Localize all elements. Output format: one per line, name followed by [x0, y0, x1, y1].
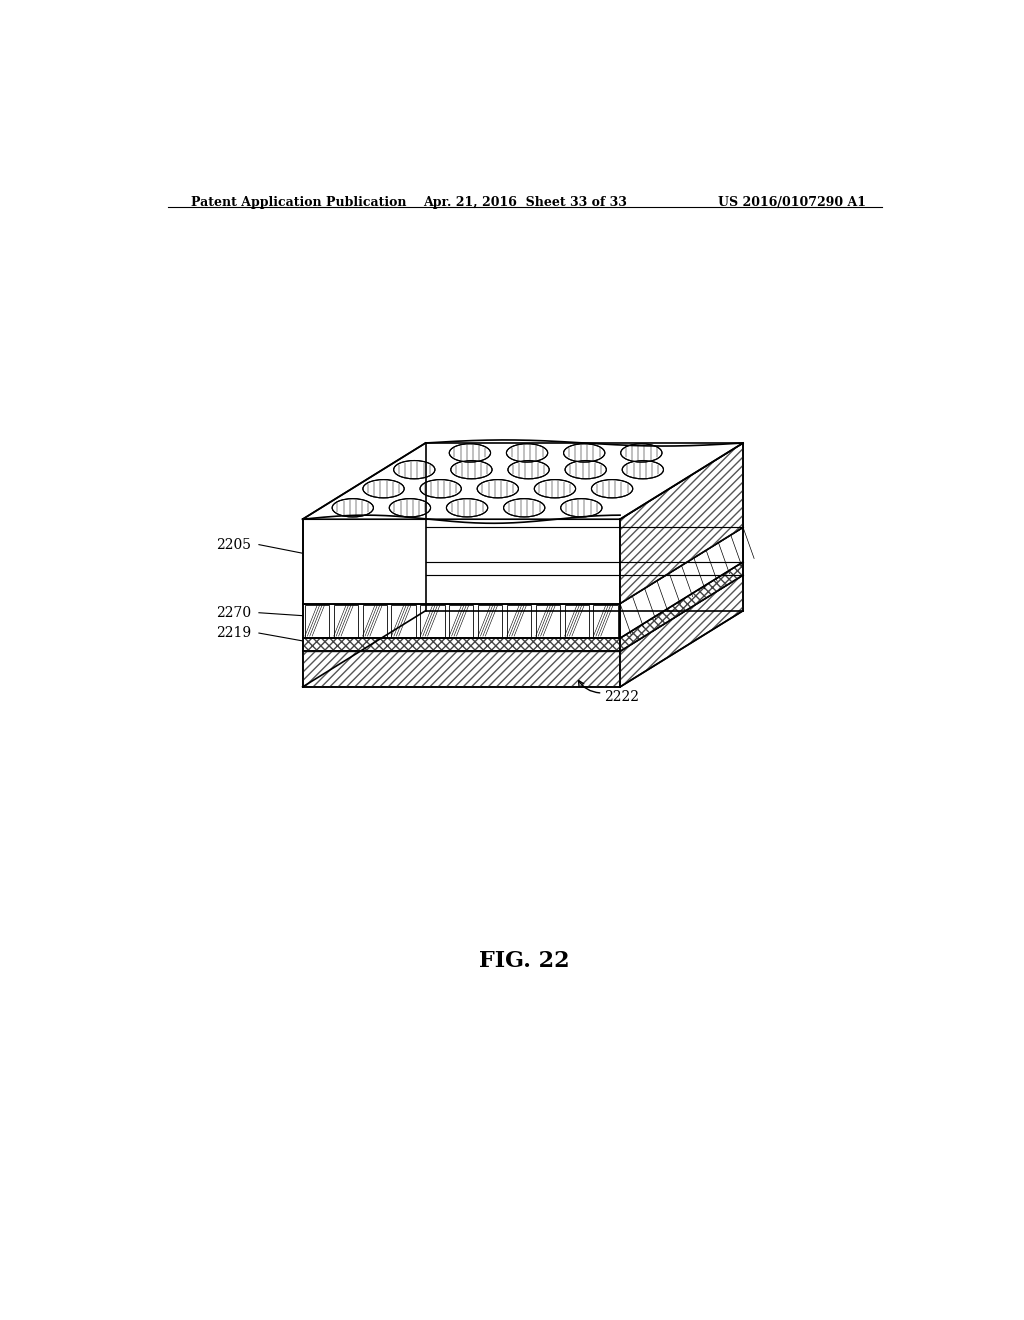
Ellipse shape	[508, 461, 549, 479]
Ellipse shape	[623, 461, 664, 479]
Ellipse shape	[477, 479, 518, 498]
Ellipse shape	[561, 499, 602, 517]
Bar	[450, 605, 473, 638]
Ellipse shape	[592, 479, 633, 498]
Ellipse shape	[507, 444, 548, 462]
Ellipse shape	[446, 499, 487, 517]
Ellipse shape	[563, 444, 605, 462]
Bar	[536, 605, 560, 638]
Bar	[391, 605, 416, 638]
Text: US 2016/0107290 A1: US 2016/0107290 A1	[718, 195, 866, 209]
Text: 2232: 2232	[400, 475, 435, 488]
Ellipse shape	[389, 499, 430, 517]
Polygon shape	[303, 651, 620, 686]
Polygon shape	[303, 638, 620, 651]
Bar	[507, 605, 531, 638]
Ellipse shape	[450, 444, 490, 462]
Polygon shape	[620, 528, 743, 638]
Ellipse shape	[565, 461, 606, 479]
Polygon shape	[303, 444, 743, 519]
Text: 2210: 2210	[620, 444, 655, 458]
Ellipse shape	[621, 444, 662, 462]
Bar	[594, 605, 617, 638]
Ellipse shape	[420, 479, 461, 498]
Text: 2212: 2212	[691, 457, 727, 470]
Ellipse shape	[504, 499, 545, 517]
Ellipse shape	[332, 499, 374, 517]
Text: Apr. 21, 2016  Sheet 33 of 33: Apr. 21, 2016 Sheet 33 of 33	[423, 195, 627, 209]
Ellipse shape	[535, 479, 575, 498]
Bar	[420, 605, 444, 638]
Text: 2200: 2200	[450, 446, 484, 461]
Text: FIG. 22: FIG. 22	[479, 950, 570, 973]
Text: 2205: 2205	[216, 537, 251, 552]
Text: 2219: 2219	[216, 626, 251, 640]
Ellipse shape	[451, 461, 493, 479]
Polygon shape	[620, 562, 743, 651]
Text: 2232: 2232	[543, 484, 578, 499]
Polygon shape	[303, 603, 620, 638]
Text: 2222: 2222	[604, 690, 639, 704]
Text: 2270: 2270	[216, 606, 251, 619]
Polygon shape	[303, 519, 620, 603]
Bar	[564, 605, 589, 638]
Polygon shape	[620, 576, 743, 686]
Text: Patent Application Publication: Patent Application Publication	[191, 195, 407, 209]
Bar	[334, 605, 358, 638]
Bar	[478, 605, 503, 638]
Polygon shape	[303, 576, 743, 651]
Bar	[362, 605, 387, 638]
Ellipse shape	[362, 479, 404, 498]
Ellipse shape	[393, 461, 435, 479]
Polygon shape	[620, 444, 743, 603]
Bar	[305, 605, 329, 638]
